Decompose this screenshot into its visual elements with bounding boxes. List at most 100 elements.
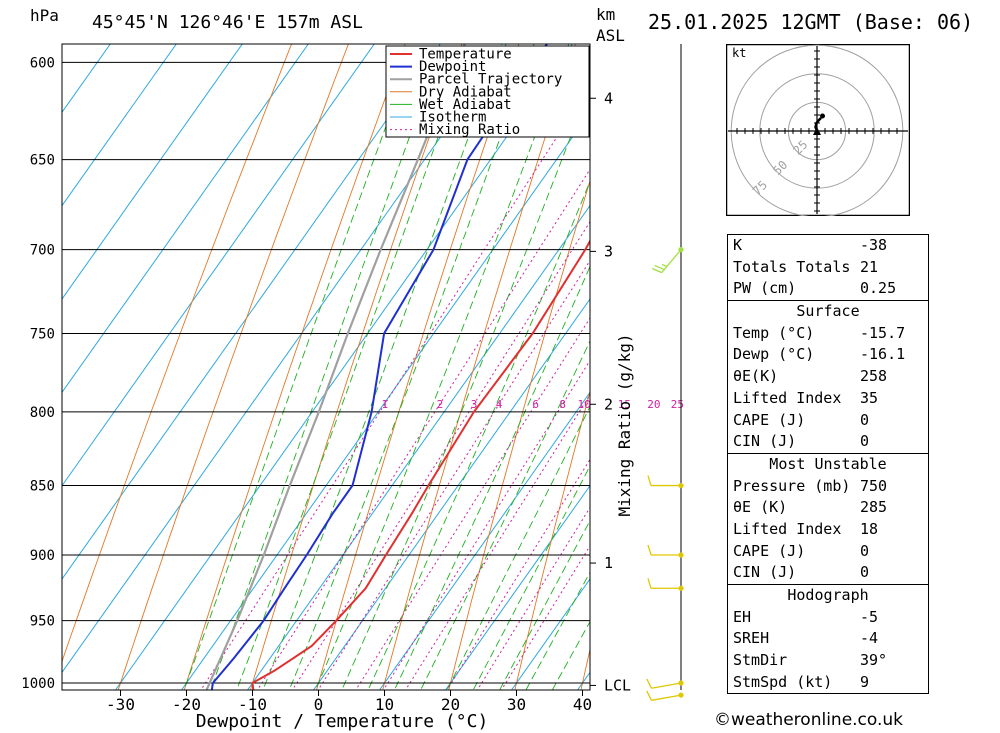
- wind-barb-flag: [646, 678, 653, 689]
- height-unit: km: [596, 5, 615, 24]
- pressure-tick-label: 750: [30, 326, 55, 342]
- index-label: Totals Totals: [733, 257, 851, 276]
- index-label: CAPE (J): [733, 410, 806, 429]
- mixing-ratio-line: [291, 220, 590, 690]
- wind-barb: [647, 578, 684, 591]
- height-tick-label: LCL: [604, 676, 631, 694]
- index-row: CIN (J) 0: [728, 562, 928, 584]
- pressure-tick-label: 600: [30, 55, 55, 71]
- index-label: θE(K): [733, 367, 779, 386]
- pressure-tick-label: 900: [30, 548, 55, 564]
- pressure-tick-label: 950: [30, 614, 55, 630]
- wind-barb: [647, 475, 684, 489]
- wind-barb-half-flag: [661, 263, 668, 268]
- mixing-ratio-label: 20: [647, 398, 660, 411]
- index-value: 258: [860, 367, 888, 386]
- mixing-ratio-line: [317, 259, 590, 690]
- location-title: 45°45'N 126°46'E 157m ASL: [92, 12, 363, 33]
- index-label: CIN (J): [733, 563, 797, 582]
- index-value: 0: [860, 541, 870, 560]
- wind-barb-staff: [651, 682, 682, 689]
- index-value: 0: [860, 432, 870, 451]
- pressure-tick-label: 650: [30, 153, 55, 169]
- legend-entry: Temperature: [419, 47, 512, 63]
- dry-adiabat-line: [62, 44, 293, 663]
- pressure-tick-label: 850: [30, 479, 55, 495]
- wind-barb-staff: [661, 249, 682, 274]
- dry-adiabat-line: [704, 0, 721, 733]
- legend-entry: Dry Adiabat: [419, 84, 512, 100]
- index-row: Lifted Index 35: [728, 388, 928, 410]
- index-row: Temp (°C) -15.7: [728, 323, 928, 345]
- pressure-tick-label: 1000: [21, 676, 55, 692]
- index-label: CIN (J): [733, 432, 797, 451]
- index-row: StmDir 39°: [728, 650, 928, 672]
- mixing-ratio-label: 3: [471, 398, 478, 411]
- x-tick-label: 0: [314, 695, 324, 714]
- mixing-ratio-label: 1: [382, 398, 389, 411]
- mixing-ratio-label: 6: [532, 398, 539, 411]
- legend-entry: Isotherm: [419, 110, 486, 126]
- wind-barb-dot: [678, 680, 684, 686]
- wind-barb-flag: [647, 578, 652, 589]
- axes: 1234681015202530035040045050055060065070…: [21, 55, 684, 714]
- index-label: θE (K): [733, 498, 788, 517]
- dry-adiabat-line: [514, 389, 590, 690]
- index-row: CAPE (J) 0: [728, 410, 928, 432]
- index-label: Lifted Index: [733, 519, 842, 538]
- index-label: Pressure (mb): [733, 476, 851, 495]
- pressure-tick-label: 800: [30, 405, 55, 421]
- index-value: -15.7: [860, 323, 906, 342]
- mixing-ratio-line: [355, 317, 590, 690]
- index-label: Dewp (°C): [733, 345, 815, 364]
- index-label: Temp (°C): [733, 323, 815, 342]
- index-row: StmSpd (kt) 9: [728, 672, 928, 694]
- hodograph-origin-marker: [813, 127, 821, 135]
- wet-adiabat-line: [236, 44, 473, 690]
- index-value: 35: [860, 388, 879, 407]
- index-value: 0: [860, 410, 870, 429]
- isotherm-line: [312, 298, 590, 690]
- index-value: 21: [860, 257, 879, 276]
- index-label: StmSpd (kt): [733, 672, 833, 691]
- mixing-ratio-line: [382, 359, 590, 690]
- index-label: EH: [733, 607, 752, 626]
- legend-entry: Parcel Trajectory: [419, 72, 562, 88]
- dry-adiabat-line: [117, 44, 349, 690]
- copyright[interactable]: ©weatheronline.co.uk: [714, 710, 904, 730]
- wet-adiabat-line: [288, 44, 535, 690]
- wind-barb-dot: [678, 482, 684, 489]
- wet-adiabat-line: [315, 44, 570, 690]
- temperature-line: [251, 239, 590, 690]
- mixing-ratio-line: [256, 168, 590, 690]
- mixing-ratio-line: [476, 506, 590, 690]
- index-value: 9: [860, 672, 870, 691]
- wet-adiabat-line: [420, 340, 590, 690]
- index-row: Lifted Index 18: [728, 519, 928, 541]
- indices-top: K -38 Totals Totals 21 PW (cm) 0.25: [728, 235, 928, 300]
- wet-adiabat-line: [367, 180, 590, 690]
- x-tick-label: 20: [441, 695, 460, 714]
- dry-adiabat-line: [448, 179, 590, 690]
- legend-entry: Mixing Ratio: [419, 122, 520, 138]
- wind-barb-dot: [678, 585, 684, 591]
- height-ref: ASL: [596, 26, 625, 45]
- indices-table: K -38 Totals Totals 21 PW (cm) 0.25 Surface T…: [727, 234, 929, 695]
- wet-adiabat-line: [341, 84, 590, 690]
- wind-barb-staff: [651, 694, 682, 701]
- index-value: -4: [860, 629, 879, 648]
- hodograph-trace: [814, 117, 822, 132]
- height-tick-label: 3: [604, 242, 613, 260]
- index-row: CIN (J) 0: [728, 431, 928, 453]
- index-row: PW (cm) 0.25: [728, 278, 928, 300]
- isotherm-line: [180, 111, 590, 690]
- wind-barb-flag: [654, 264, 665, 271]
- wind-barb-dot: [678, 692, 684, 698]
- isotherm-line: [114, 44, 573, 690]
- index-row: θE(K) 258: [728, 366, 928, 388]
- index-value: 0.25: [860, 279, 897, 298]
- surface-section-title: Surface: [728, 300, 928, 323]
- mixing-ratio-label: 25: [671, 398, 684, 411]
- x-tick-label: 10: [375, 695, 394, 714]
